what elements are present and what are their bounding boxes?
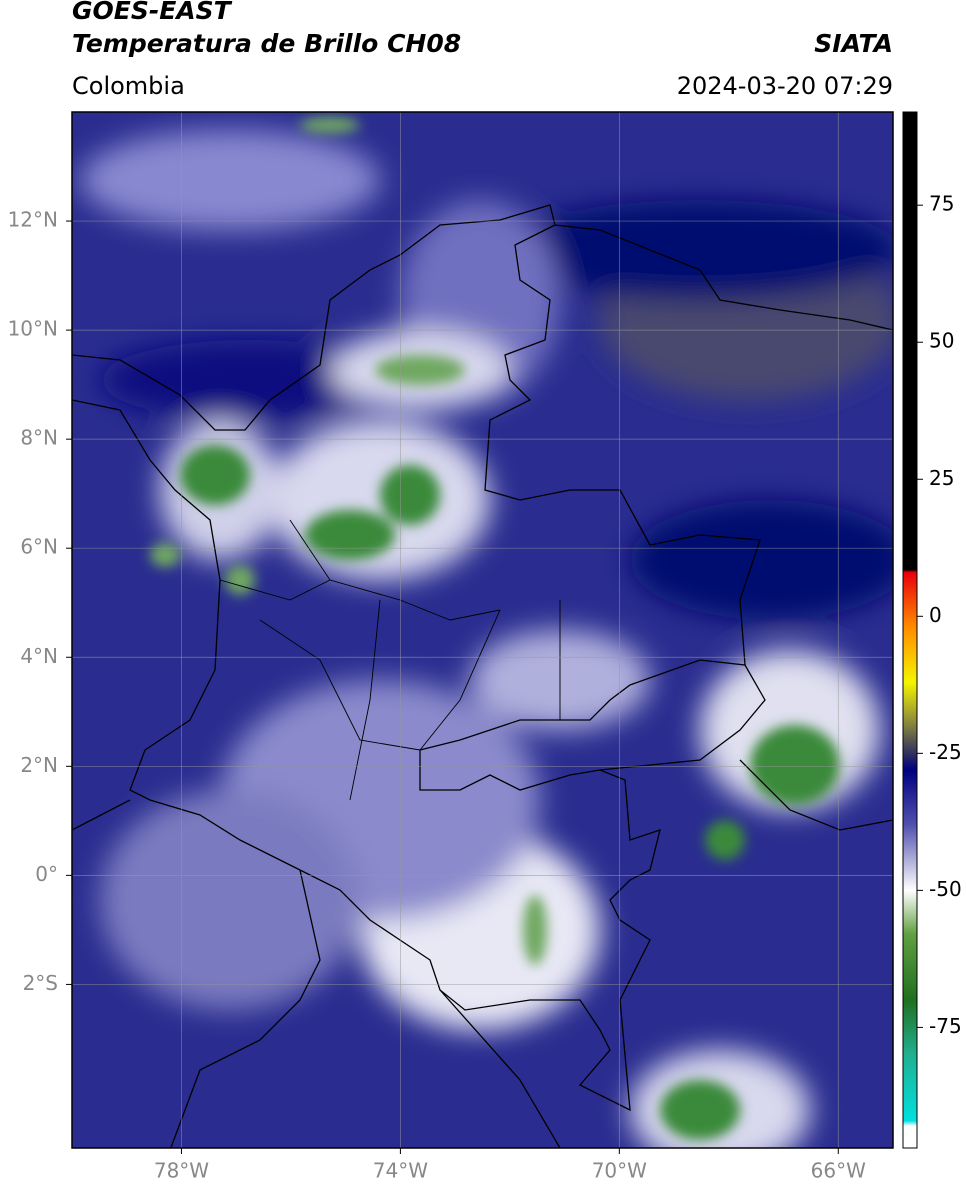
subtitle: Temperatura de Brillo CH08	[72, 29, 461, 58]
y-tick-label: 4°N	[20, 644, 58, 668]
colorbar-tick-label: 50	[929, 329, 954, 353]
colorbar: 75 50 25 0 -25 -50 -75	[902, 111, 962, 1149]
colorbar-tick-label: 25	[929, 466, 954, 490]
colorbar-tick-label: -50	[929, 877, 962, 901]
x-tick-label: 74°W	[373, 1159, 428, 1183]
y-tick-label: 0°	[35, 862, 58, 886]
y-tick-label: 10°N	[8, 317, 58, 341]
x-tick-label: 78°W	[154, 1159, 209, 1183]
region: Colombia	[72, 72, 185, 100]
colorbar-tick-label: 0	[929, 603, 942, 627]
y-tick-label: 8°N	[20, 426, 58, 450]
colorbar-tick-label: -75	[929, 1014, 962, 1038]
x-tick-label: 70°W	[592, 1159, 647, 1183]
y-tick-label: 2°S	[23, 971, 58, 995]
grid: 78°W 74°W 70°W 66°W 12°N 10°N 8°N 6°N 4°N 2°N 0° 2°…	[8, 112, 893, 1183]
title: GOES-EAST	[72, 0, 233, 25]
colorbar-tick-label: -25	[929, 740, 962, 764]
source: SIATA	[814, 29, 893, 58]
colorbar-scale	[902, 111, 918, 1149]
y-tick-label: 2°N	[20, 753, 58, 777]
y-tick-label: 12°N	[8, 208, 58, 232]
map-frame	[71, 111, 894, 1149]
y-tick-label: 6°N	[20, 535, 58, 559]
colorbar-tick-label: 75	[929, 192, 954, 216]
x-tick-label: 66°W	[811, 1159, 866, 1183]
timestamp: 2024-03-20 07:29	[677, 72, 893, 100]
satellite-image	[72, 112, 893, 1148]
